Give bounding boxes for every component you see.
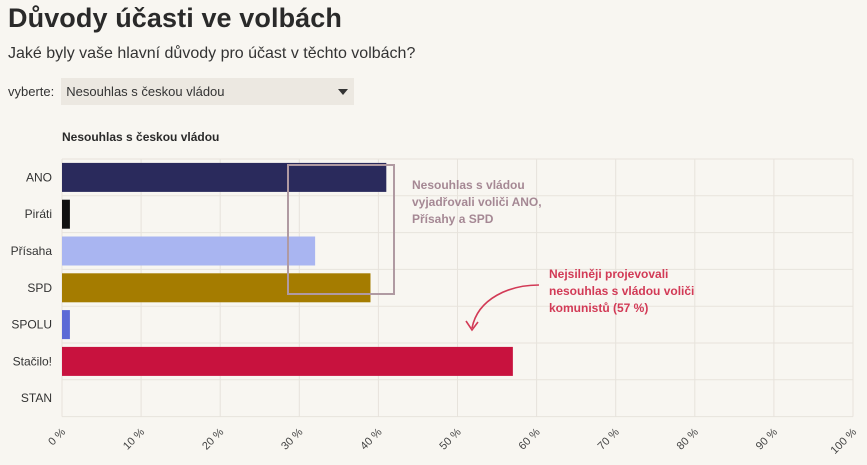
category-label: Stačilo! xyxy=(13,354,52,368)
chart-title: Nesouhlas s českou vládou xyxy=(62,130,219,144)
annotation-highlight-box xyxy=(287,164,395,295)
category-label: Přísaha xyxy=(11,244,53,258)
category-label: ANO xyxy=(26,170,52,184)
x-tick-label: 60 % xyxy=(517,426,543,452)
x-tick-label: 0 % xyxy=(46,426,68,448)
category-label: Piráti xyxy=(25,207,52,221)
x-tick-label: 50 % xyxy=(437,426,463,452)
bar-p-saha xyxy=(62,236,316,266)
bar-spd xyxy=(62,273,371,303)
category-label: STAN xyxy=(21,391,52,405)
category-labels: ANO Piráti Přísaha SPD SPOLU Stačilo! STAN xyxy=(11,170,53,405)
x-tick-label: 90 % xyxy=(754,426,780,452)
x-tick-label: 10 % xyxy=(121,426,147,452)
chevron-down-icon xyxy=(338,89,349,95)
x-tick-label: 40 % xyxy=(358,426,384,452)
category-label: SPOLU xyxy=(11,318,52,332)
x-tick-label: 80 % xyxy=(675,426,701,452)
x-tick-label: 100 % xyxy=(829,426,860,457)
annotation-arrow xyxy=(471,284,540,329)
page-subtitle: Jaké byly vaše hlavní důvody pro účast v… xyxy=(8,45,416,62)
bar-ano xyxy=(62,162,387,192)
page-title: Důvody účasti ve volbách xyxy=(8,3,343,33)
bar-spolu xyxy=(62,310,70,340)
category-label: SPD xyxy=(27,281,52,295)
annotation-arrow-head xyxy=(465,320,479,332)
bar-pir-ti xyxy=(62,199,70,229)
chart-bars xyxy=(62,162,513,376)
x-tick-label: 30 % xyxy=(279,426,305,452)
bar-sta-ilo xyxy=(62,346,513,376)
x-axis-ticks: 0 % 10 % 20 % 30 % 40 % 50 % 60 % 70 % 80 % 90 % 1… xyxy=(46,426,859,457)
x-tick-label: 70 % xyxy=(596,426,622,452)
selector-label: vyberte: xyxy=(8,84,55,99)
dropdown-value: Nesouhlas s českou vládou xyxy=(66,84,225,99)
question-dropdown[interactable]: Nesouhlas s českou vládou xyxy=(61,78,355,105)
annotation-communists: Nejsilněji projevovali nesouhlas s vládo… xyxy=(549,267,695,315)
question-selector: vyberte: Nesouhlas s českou vládou xyxy=(8,78,355,105)
x-tick-label: 20 % xyxy=(200,426,226,452)
annotation-voters-ano-prisaha-spd: Nesouhlas s vládou vyjadřovali voliči AN… xyxy=(412,178,542,226)
